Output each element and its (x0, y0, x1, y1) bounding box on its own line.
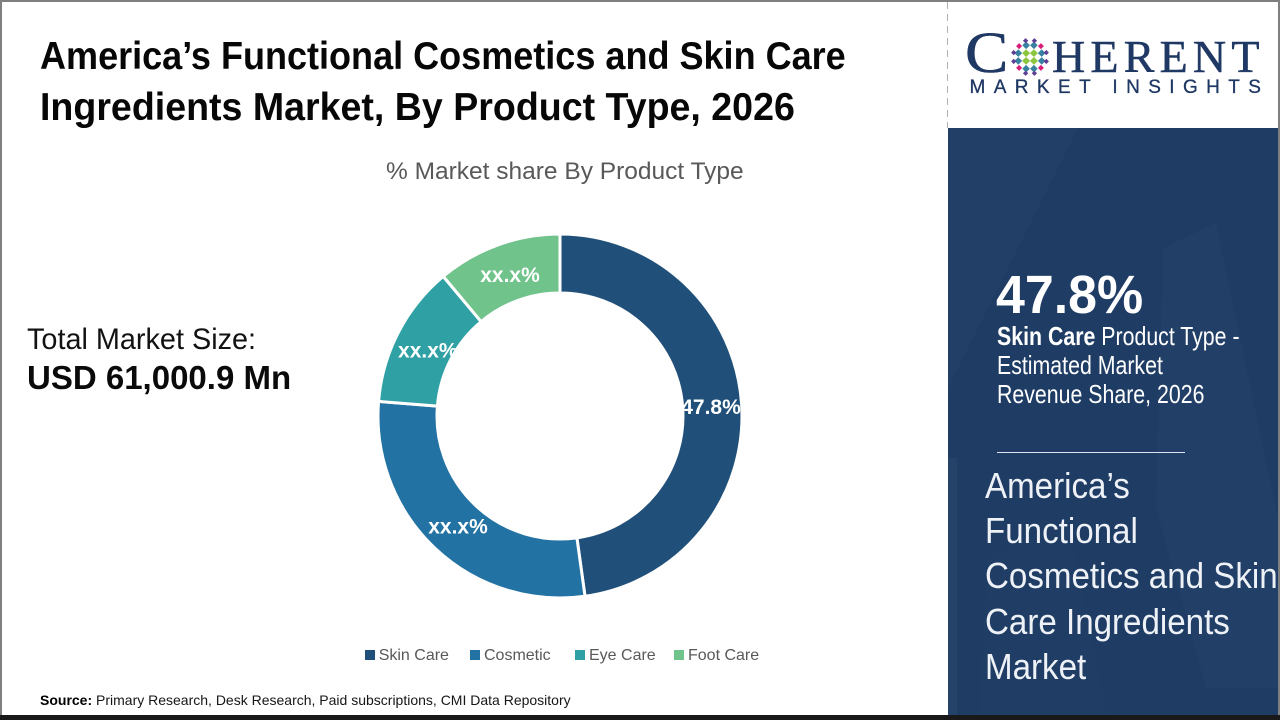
svg-text:xx.x%: xx.x% (398, 340, 458, 363)
svg-text:xx.x%: xx.x% (428, 516, 488, 539)
svg-text:47.8%: 47.8% (681, 396, 741, 419)
svg-text:xx.x%: xx.x% (480, 264, 540, 287)
